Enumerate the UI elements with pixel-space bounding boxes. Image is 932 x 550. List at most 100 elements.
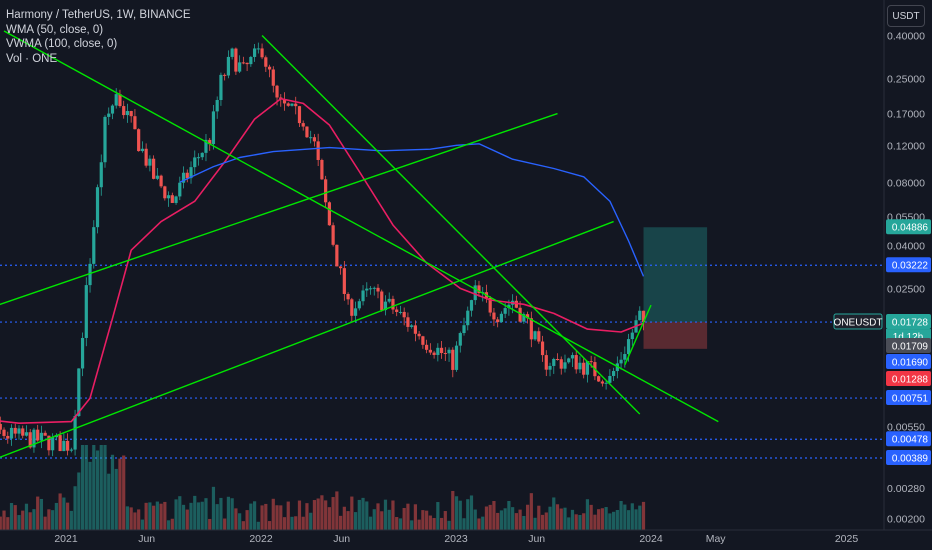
candle-body xyxy=(597,376,601,382)
volume-bar xyxy=(6,517,10,530)
price-tick-label: 0.25000 xyxy=(887,73,925,85)
candle-body xyxy=(641,310,646,323)
candle-body xyxy=(507,304,511,309)
volume-bar xyxy=(9,503,14,530)
candle-body xyxy=(21,428,25,436)
trendline-5[interactable] xyxy=(624,304,652,366)
time-tick-label: Jun xyxy=(138,533,155,545)
volume-bar xyxy=(103,445,107,530)
volume-bar xyxy=(608,513,612,530)
candle-body xyxy=(69,449,73,451)
volume-bar xyxy=(492,501,496,530)
volume-bar xyxy=(421,510,425,530)
trendlines[interactable] xyxy=(0,30,719,476)
volume-bar xyxy=(522,515,526,530)
candle-body xyxy=(238,62,242,72)
position-target-zone[interactable] xyxy=(643,227,708,323)
volume-bar xyxy=(133,512,137,530)
candle-body xyxy=(331,225,335,245)
currency-button[interactable]: USDT xyxy=(887,5,925,27)
candle-body xyxy=(159,175,163,187)
volume-bar xyxy=(496,512,500,530)
volume-bar xyxy=(211,486,216,530)
candle-body xyxy=(241,62,245,64)
volume-bar xyxy=(95,450,100,530)
volume-bar xyxy=(181,504,186,530)
candle-body xyxy=(638,310,642,321)
time-axis[interactable]: 2021 Jun 2022 Jun 2023 Jun 2024 May 2025 xyxy=(54,533,858,545)
volume-bar xyxy=(286,501,290,530)
volume-bar xyxy=(623,504,627,530)
volume-bar xyxy=(626,510,631,530)
volume-bar xyxy=(634,509,638,530)
candle-body xyxy=(492,312,496,320)
candle-body xyxy=(66,440,70,451)
candle-body xyxy=(13,427,17,434)
volume-bar xyxy=(469,495,474,530)
symbol-title[interactable]: Harmony / TetherUS, 1W, BINANCE xyxy=(6,9,191,21)
candle-body xyxy=(514,300,518,308)
price-tick-label: 0.04000 xyxy=(887,240,925,252)
candle-body xyxy=(421,336,425,345)
candle-body xyxy=(36,429,40,441)
volume-bar xyxy=(0,516,2,530)
long-position-tool[interactable] xyxy=(643,227,708,349)
candle-body xyxy=(540,341,545,356)
trendline-1[interactable] xyxy=(332,210,719,423)
volume-bar xyxy=(159,503,163,530)
time-tick-label: 2025 xyxy=(835,533,859,545)
volume-bar xyxy=(69,510,73,530)
candle-body xyxy=(185,172,189,179)
volume-bar xyxy=(320,495,324,530)
volume-bar xyxy=(540,514,545,530)
volume-bar xyxy=(324,500,328,530)
volume-bar xyxy=(279,505,283,530)
trendline-0[interactable] xyxy=(3,30,334,213)
price-label-level xyxy=(886,390,931,406)
volume-bar xyxy=(432,518,436,530)
volume-bar xyxy=(619,500,623,530)
volume-bar xyxy=(582,513,586,530)
volume-bar xyxy=(395,517,399,530)
vwma-indicator-label[interactable]: VWMA (100, close, 0) xyxy=(6,38,118,51)
volume-bar xyxy=(641,501,646,530)
position-stop-zone[interactable] xyxy=(643,322,708,349)
candle-body xyxy=(290,103,294,106)
candle-body xyxy=(612,371,616,376)
wma-indicator-label[interactable]: WMA (50, close, 0) xyxy=(6,23,104,36)
volume-bar xyxy=(503,508,507,530)
volume-indicator-label[interactable]: Vol · ONE xyxy=(6,52,58,65)
trendline-2[interactable] xyxy=(261,35,641,415)
volume-bar xyxy=(234,508,238,530)
trendline-4[interactable] xyxy=(0,112,558,321)
volume-bar xyxy=(387,509,391,530)
candle-body xyxy=(107,113,111,117)
volume-bar xyxy=(294,516,298,530)
candle-body xyxy=(219,74,223,101)
volume-bar xyxy=(372,509,376,530)
candle-body xyxy=(376,287,380,292)
trendline-3[interactable] xyxy=(0,220,614,476)
candle-body xyxy=(365,288,369,291)
bar-countdown-text: 1d 12h xyxy=(893,332,924,343)
volume-bar xyxy=(533,517,537,530)
candle-body xyxy=(181,172,186,183)
volume-bar xyxy=(466,499,470,530)
volume-bar xyxy=(589,504,593,530)
candle-body xyxy=(469,300,474,311)
volume-bar xyxy=(499,510,504,530)
volume-bar xyxy=(570,509,575,530)
volume-bar xyxy=(51,510,55,530)
volume-bar xyxy=(264,503,268,530)
candle-body xyxy=(204,139,208,153)
candle-body xyxy=(425,344,429,350)
candle-body xyxy=(118,94,122,107)
candle-body xyxy=(383,301,388,311)
time-tick-label: 2023 xyxy=(444,533,468,545)
candle-body xyxy=(574,355,578,370)
volume-bar xyxy=(477,518,481,530)
candle-body xyxy=(398,311,403,313)
price-tick-label: 0.02500 xyxy=(887,283,925,295)
